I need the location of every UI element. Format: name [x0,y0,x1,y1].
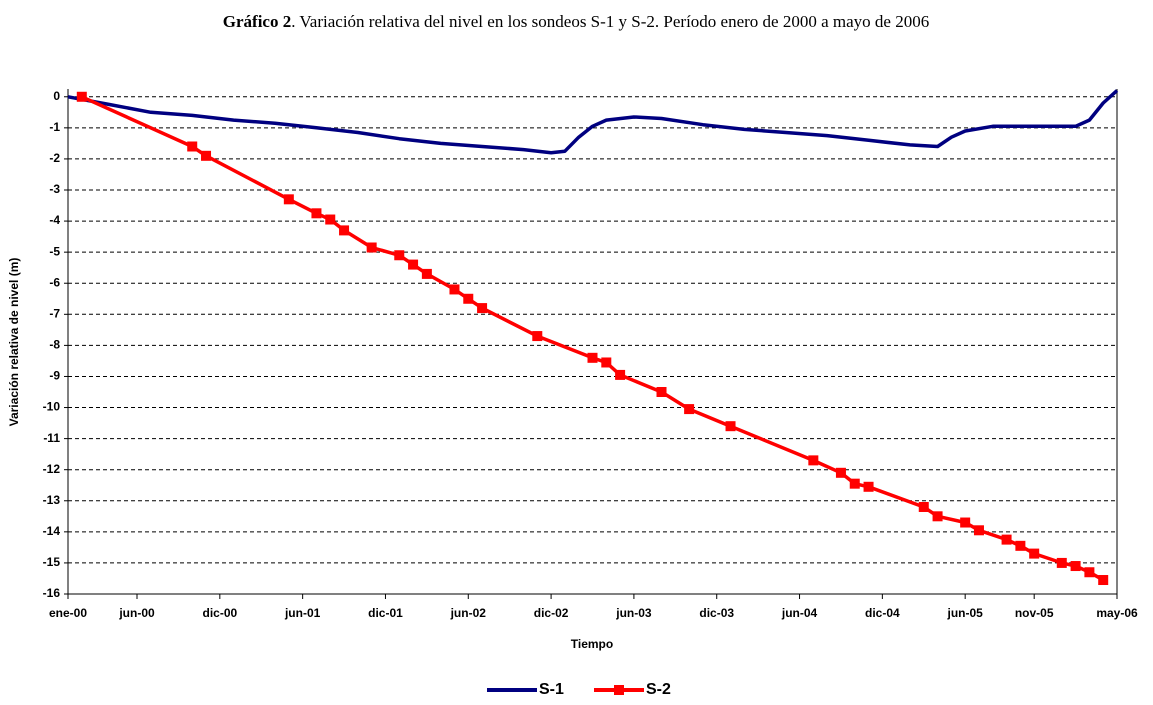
marker [684,404,695,415]
marker [1015,540,1026,551]
marker [615,369,626,380]
chart-title: Gráfico 2. Variación relativa del nivel … [223,12,929,31]
marker [421,268,432,279]
legend-label: S-2 [646,681,671,698]
x-tick-label: ene-00 [49,606,87,620]
marker [408,259,419,270]
x-tick-label: dic-02 [534,606,569,620]
marker [325,214,336,225]
legend-marker [614,685,624,695]
marker [532,331,543,342]
y-tick-label: -16 [43,586,61,600]
marker [394,250,405,261]
x-axis-title: Tiempo [571,637,613,651]
x-tick-label: jun-05 [946,606,983,620]
marker [918,501,929,512]
marker [187,141,198,152]
marker [973,525,984,536]
x-tick-label: jun-03 [615,606,652,620]
y-axis-title: Variación relativa de nivel (m) [7,258,21,427]
marker [339,225,350,236]
x-tick-label: jun-02 [450,606,487,620]
marker [1070,561,1081,572]
marker [808,455,819,466]
x-tick-label: dic-00 [202,606,237,620]
y-tick-label: -5 [49,244,60,258]
y-tick-label: -8 [49,338,60,352]
x-tick-label: jun-00 [118,606,155,620]
y-tick-label: -4 [49,213,60,227]
y-tick-label: -1 [49,120,60,134]
y-tick-label: -11 [43,431,60,445]
y-tick-label: -15 [43,555,61,569]
marker [587,352,598,363]
marker [849,478,860,489]
marker [311,208,322,219]
y-tick-label: 0 [53,89,60,103]
marker [932,511,943,522]
y-tick-label: -10 [43,400,61,414]
y-tick-label: -14 [43,524,61,538]
marker [960,517,971,528]
marker [449,284,460,295]
marker [725,421,736,432]
title-text: . Variación relativa del nivel en los so… [291,12,929,31]
marker [1056,557,1067,568]
marker [835,467,846,478]
marker [1084,567,1095,578]
series-line [81,95,1105,582]
marker [1029,548,1040,559]
y-tick-label: -3 [49,182,60,196]
x-tick-label: dic-01 [368,606,403,620]
marker [601,357,612,368]
marker [366,242,377,253]
y-tick-label: -7 [49,306,60,320]
marker [1001,534,1012,545]
x-tick-label: jun-04 [781,606,818,620]
marker [283,194,294,205]
legend-label: S-1 [539,681,564,698]
marker [1098,575,1109,586]
marker [463,293,474,304]
marker [863,481,874,492]
title-label: Gráfico 2 [223,12,291,31]
y-tick-label: -13 [43,493,61,507]
marker [656,387,667,397]
x-tick-label: nov-05 [1015,606,1054,620]
marker [201,150,212,161]
x-tick-label: dic-04 [865,606,900,620]
marker [76,91,87,102]
x-tick-label: jun-01 [284,606,321,620]
y-tick-label: -6 [49,275,60,289]
y-tick-label: -12 [43,462,61,476]
y-tick-label: -2 [49,151,60,165]
x-tick-label: may-06 [1096,606,1138,620]
x-tick-label: dic-03 [699,606,734,620]
marker [477,303,488,314]
y-tick-label: -9 [49,369,60,383]
series-line [67,89,1119,155]
